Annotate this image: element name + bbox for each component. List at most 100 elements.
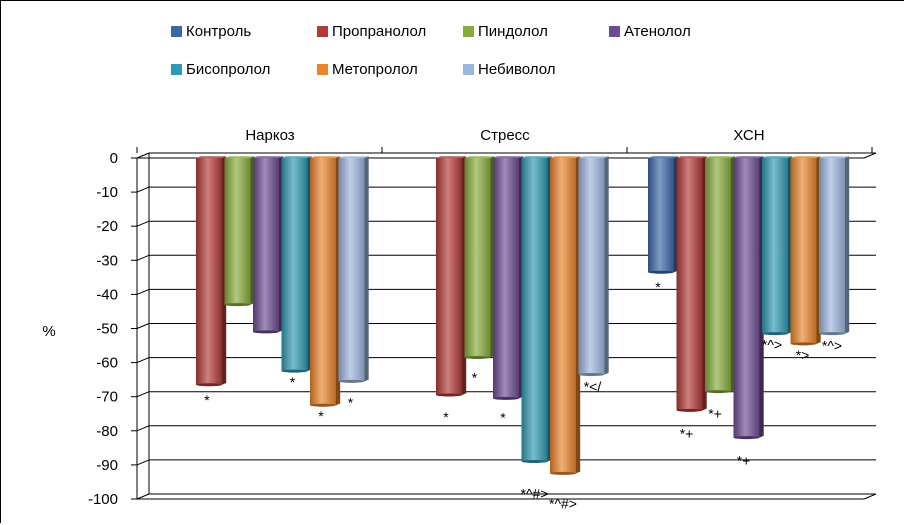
bar bbox=[578, 158, 605, 375]
bar bbox=[790, 158, 817, 344]
bar-top bbox=[819, 156, 850, 158]
bar-annotation: * bbox=[472, 369, 478, 385]
bar-bottom bbox=[819, 332, 845, 336]
legend-swatch bbox=[463, 64, 474, 75]
bar bbox=[819, 158, 845, 334]
bar-bottom bbox=[578, 373, 605, 377]
bar bbox=[464, 158, 491, 358]
bar-top bbox=[648, 156, 679, 158]
bar-top bbox=[733, 156, 764, 158]
legend-swatch bbox=[171, 26, 182, 37]
bar-annotation: *^> bbox=[822, 338, 842, 354]
bar bbox=[733, 158, 760, 438]
gridline-depth bbox=[136, 288, 150, 295]
bars bbox=[196, 156, 850, 475]
gridline-depth bbox=[136, 152, 150, 159]
bar-top bbox=[550, 156, 581, 158]
bar-top bbox=[578, 156, 609, 158]
y-tick-label: -80 bbox=[96, 423, 118, 440]
floor-side-edge bbox=[863, 493, 877, 500]
legend-swatch bbox=[609, 26, 620, 37]
bar-bottom bbox=[464, 355, 491, 359]
bar-bottom bbox=[521, 459, 548, 463]
bar bbox=[648, 158, 674, 273]
gridline-depth bbox=[136, 459, 150, 466]
legend-item: Контроль bbox=[171, 23, 251, 40]
bar-top bbox=[464, 156, 495, 158]
bar-top bbox=[196, 156, 227, 158]
bar-top bbox=[493, 156, 524, 158]
legend-label: Метопролол bbox=[332, 61, 418, 78]
y-tick-label: -100 bbox=[88, 491, 118, 508]
x-axis-side bbox=[863, 152, 877, 159]
bar-annotation: * bbox=[318, 408, 324, 424]
gridline-depth bbox=[136, 323, 150, 329]
bar-annotation: *+ bbox=[708, 406, 722, 422]
bar-top bbox=[676, 156, 707, 158]
legend-item: Бисопролол bbox=[171, 61, 270, 78]
bar-bottom bbox=[281, 369, 308, 373]
bar-annotation: *^> bbox=[762, 337, 782, 353]
y-tick-label: -30 bbox=[96, 252, 118, 269]
bar-top bbox=[281, 156, 312, 158]
y-tick-label: -20 bbox=[96, 218, 118, 235]
bar-bottom bbox=[550, 471, 576, 475]
bar-annotation: * bbox=[443, 409, 449, 425]
legend: Контроль Пропранолол Пиндолол Атенолол Бисоп… bbox=[0, 0, 906, 110]
y-tick-label: -90 bbox=[96, 457, 118, 474]
bar bbox=[676, 158, 703, 411]
bar-annotation: * bbox=[290, 374, 296, 390]
legend-item: Пиндолол bbox=[463, 23, 548, 40]
labels: 0 -10 -20 -30 -40 -50 -60 -70 -80 -90 -100 Наркоз Ст… bbox=[42, 127, 842, 511]
gridline-depth bbox=[136, 493, 150, 500]
bar-side bbox=[845, 156, 850, 334]
bar-top bbox=[338, 156, 369, 158]
bar-top bbox=[790, 156, 821, 158]
bar-side bbox=[604, 156, 609, 375]
legend-swatch bbox=[317, 64, 328, 75]
bar-top bbox=[705, 156, 736, 158]
legend-label: Пропранолол bbox=[332, 23, 427, 40]
legend-item: Метопролол bbox=[317, 61, 418, 78]
gridline-depth bbox=[136, 391, 150, 398]
legend-label: Атенолол bbox=[624, 23, 691, 40]
bar-side bbox=[364, 156, 369, 382]
legend-label: Небиволол bbox=[478, 61, 556, 78]
category-label: Стресс bbox=[480, 127, 530, 144]
bar bbox=[338, 158, 365, 382]
bar bbox=[281, 158, 308, 372]
bar-annotation: *^#> bbox=[549, 495, 577, 511]
bar-annotation: * bbox=[204, 392, 210, 408]
bar-top bbox=[253, 156, 284, 158]
bar-annotation: *> bbox=[796, 347, 810, 363]
bar-annotation: *^#> bbox=[521, 485, 549, 501]
bar bbox=[550, 158, 576, 474]
y-tick-label: -60 bbox=[96, 355, 118, 372]
bar-annotation: * bbox=[348, 394, 354, 410]
bar-annotation: * bbox=[655, 279, 661, 295]
bar-bottom bbox=[253, 330, 279, 334]
bar-bottom bbox=[705, 390, 731, 394]
bar-bottom bbox=[790, 342, 817, 346]
legend-swatch bbox=[317, 26, 328, 37]
bar bbox=[436, 158, 462, 395]
legend-item: Атенолол bbox=[609, 23, 691, 40]
gridline-depth bbox=[136, 186, 150, 193]
bar bbox=[762, 158, 788, 334]
bar-bottom bbox=[224, 303, 251, 307]
bar-bottom bbox=[436, 393, 462, 397]
bar-top bbox=[310, 156, 341, 158]
bar-annotation: *+ bbox=[680, 425, 694, 441]
bar-bottom bbox=[338, 379, 365, 383]
gridline-depth bbox=[136, 425, 150, 432]
legend-swatch bbox=[171, 64, 182, 75]
bar-annotation: * bbox=[500, 409, 506, 425]
y-tick-label: -50 bbox=[96, 321, 118, 338]
bar bbox=[521, 158, 548, 462]
bar bbox=[253, 158, 279, 332]
bar-bottom bbox=[196, 383, 222, 387]
bar-top bbox=[521, 156, 552, 158]
bar bbox=[224, 158, 251, 305]
